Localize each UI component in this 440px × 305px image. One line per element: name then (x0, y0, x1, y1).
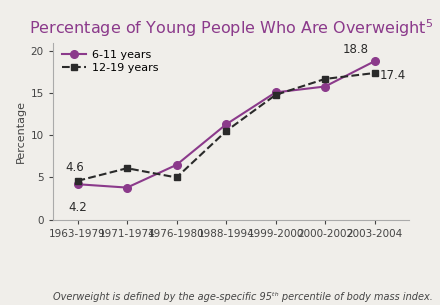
Text: 17.4: 17.4 (380, 69, 407, 82)
Text: 4.6: 4.6 (66, 161, 84, 174)
Title: Percentage of Young People Who Are Overweight$^5$: Percentage of Young People Who Are Overw… (29, 18, 433, 39)
Text: 4.2: 4.2 (68, 201, 87, 214)
Text: Overweight is defined by the age-specific 95ᵗʰ percentile of body mass index.: Overweight is defined by the age-specifi… (53, 292, 433, 302)
Legend: 6-11 years, 12-19 years: 6-11 years, 12-19 years (62, 50, 158, 74)
Y-axis label: Percentage: Percentage (16, 100, 26, 163)
Text: 18.8: 18.8 (343, 43, 369, 56)
